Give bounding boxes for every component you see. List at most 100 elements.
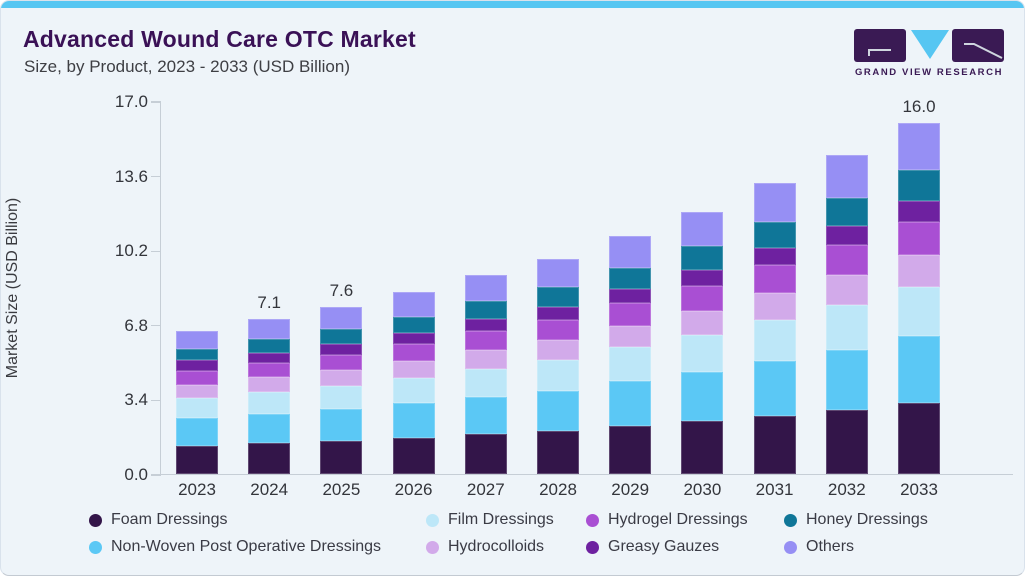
legend-swatch-icon <box>784 513 797 527</box>
bar-2032 <box>825 155 868 474</box>
x-axis-label-2031: 2031 <box>755 480 794 499</box>
bar-segment-honey-dressings <box>681 246 724 270</box>
bar-2026 <box>392 292 435 474</box>
bar-segment-film-dressings <box>464 368 507 397</box>
x-axis-spine <box>151 474 1013 476</box>
y-tick-label: 0.0 <box>124 465 148 484</box>
bar-segment-greasy-gauzes <box>392 332 435 344</box>
bar-segment-film-dressings <box>248 391 291 414</box>
y-tick-mark <box>151 250 161 252</box>
legend-label: Greasy Gauzes <box>608 538 720 555</box>
bar-2033 <box>898 123 940 474</box>
legend-label: Non-Woven Post Operative Dressings <box>111 538 382 555</box>
legend-swatch-icon <box>89 540 102 554</box>
bar-segment-hydrocolloids <box>464 350 507 369</box>
bar-2029 <box>609 235 652 474</box>
legend-item-non-woven-post-operative-dressings: Non-Woven Post Operative Dressings <box>89 536 426 558</box>
bar-segment-greasy-gauzes <box>825 225 868 246</box>
bar-segment-others <box>537 258 579 288</box>
bar-segment-foam-dressings <box>248 442 291 474</box>
bar-segment-hydrogel-dressings <box>898 222 940 256</box>
bar-segment-others <box>681 211 724 247</box>
x-axis-label-2026: 2026 <box>394 480 433 499</box>
bar-segment-greasy-gauzes <box>609 288 652 304</box>
bar-segment-foam-dressings <box>464 434 507 474</box>
bar-segment-foam-dressings <box>681 421 724 474</box>
bar-segment-film-dressings <box>609 347 652 382</box>
bar-segment-hydrogel-dressings <box>681 285 724 311</box>
bar-segment-film-dressings <box>681 334 724 372</box>
bar-segment-foam-dressings <box>825 409 868 474</box>
bar-segment-foam-dressings <box>537 431 579 474</box>
bar-segment-hydrocolloids <box>176 384 218 398</box>
legend-swatch-icon <box>426 540 439 554</box>
legend-label: Others <box>806 538 855 555</box>
bar-segment-non-woven-post-operative-dressings <box>825 349 868 410</box>
gvr-logo-mark <box>854 29 1004 62</box>
bar-segment-greasy-gauzes <box>537 306 579 320</box>
bar-segment-non-woven-post-operative-dressings <box>248 413 291 443</box>
y-axis-title: Market Size (USD Billion) <box>4 197 21 379</box>
bar-segment-others <box>392 292 435 317</box>
bar-segment-others <box>248 318 291 340</box>
bar-2023 <box>176 330 218 474</box>
bar-segment-others <box>609 235 652 268</box>
bar-segment-non-woven-post-operative-dressings <box>898 336 940 403</box>
x-axis-label-2033: 2033 <box>900 480 938 499</box>
bar-segment-non-woven-post-operative-dressings <box>464 396 507 435</box>
legend-label: Hydrogel Dressings <box>608 511 748 528</box>
bar-2030 <box>681 211 724 474</box>
y-axis-spine <box>160 102 162 475</box>
legend-item-hydrogel-dressings: Hydrogel Dressings <box>586 509 784 531</box>
bar-total-label-2024: 7.1 <box>257 292 281 312</box>
legend-swatch-icon <box>89 513 102 527</box>
bar-segment-honey-dressings <box>898 170 940 202</box>
legend-item-film-dressings: Film Dressings <box>426 509 586 531</box>
bar-segment-honey-dressings <box>537 287 579 307</box>
legend-swatch-icon <box>586 513 599 527</box>
y-tick-mark <box>151 101 161 103</box>
bar-segment-others <box>464 274 507 302</box>
bar-segment-honey-dressings <box>464 301 507 319</box>
bar-segment-film-dressings <box>898 286 940 337</box>
legend-swatch-icon <box>426 513 439 527</box>
bar-segment-hydrocolloids <box>392 361 435 378</box>
bar-segment-hydrogel-dressings <box>825 245 868 276</box>
bar-segment-film-dressings <box>825 304 868 350</box>
legend-item-hydrocolloids: Hydrocolloids <box>426 536 586 558</box>
bar-segment-honey-dressings <box>609 267 652 289</box>
bar-segment-film-dressings <box>537 360 579 391</box>
legend-label: Hydrocolloids <box>448 538 545 555</box>
bar-segment-others <box>825 155 868 198</box>
bar-segment-non-woven-post-operative-dressings <box>609 381 652 427</box>
bar-segment-hydrogel-dressings <box>176 370 218 385</box>
bar-segment-foam-dressings <box>176 445 218 474</box>
y-tick-label: 13.6 <box>114 166 148 186</box>
brand-name: GRAND VIEW RESEARCH <box>854 67 1004 78</box>
legend-item-honey-dressings: Honey Dressings <box>784 509 1009 531</box>
x-axis-label-2029: 2029 <box>611 480 650 499</box>
bar-total-label-2033: 16.0 <box>902 97 936 117</box>
x-axis-label-2023: 2023 <box>178 480 216 499</box>
bar-segment-hydrogel-dressings <box>464 331 507 351</box>
bar-segment-non-woven-post-operative-dressings <box>176 417 218 446</box>
page-title: Advanced Wound Care OTC Market <box>23 26 416 52</box>
bar-segment-hydrocolloids <box>609 325 652 348</box>
bar-segment-hydrocolloids <box>537 339 579 361</box>
x-axis-label-2030: 2030 <box>683 480 722 499</box>
bar-segment-hydrocolloids <box>320 370 363 386</box>
logo-g-glyph <box>868 49 891 56</box>
chart-legend: Foam Dressings Film Dressings Hydrogel Dre… <box>89 509 1009 558</box>
bar-segment-non-woven-post-operative-dressings <box>537 390 579 431</box>
bar-2031 <box>753 183 796 474</box>
bar-segment-greasy-gauzes <box>898 201 940 223</box>
x-axis-label-2027: 2027 <box>466 480 505 499</box>
logo-v-triangle <box>911 30 949 59</box>
bar-segment-foam-dressings <box>898 402 940 474</box>
y-tick-label: 3.4 <box>124 390 148 410</box>
logo-g-block <box>854 29 906 62</box>
bar-segment-hydrocolloids <box>825 275 868 305</box>
y-tick-label: 10.2 <box>114 241 148 261</box>
bar-segment-non-woven-post-operative-dressings <box>392 403 435 438</box>
